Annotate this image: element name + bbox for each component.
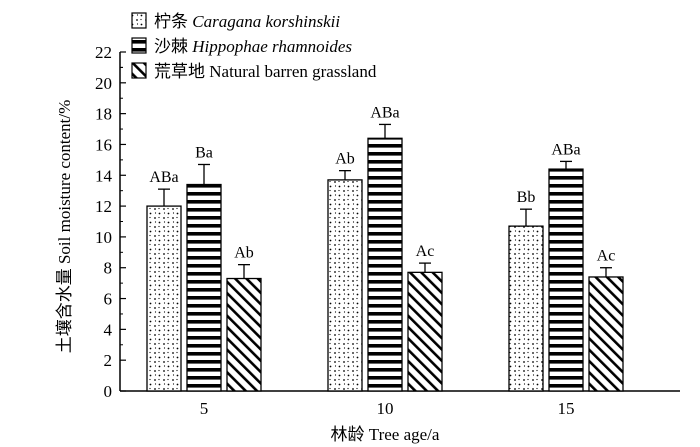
significance-label: ABa: [149, 169, 178, 186]
data-labels: ABa Ab Bb Ba ABa ABa Ab Ac Ac: [149, 104, 615, 264]
bar: [146, 205, 182, 392]
bar: [407, 271, 443, 392]
significance-label: Ac: [416, 243, 435, 260]
y-tick-label: 2: [104, 351, 113, 370]
significance-label: Ba: [195, 144, 213, 161]
significance-label: Ab: [335, 151, 355, 168]
y-tick-label: 18: [95, 105, 112, 124]
significance-label: Bb: [517, 189, 536, 206]
bar: [226, 277, 262, 392]
y-tick-label: 0: [104, 382, 113, 401]
y-tick-label: 16: [95, 135, 112, 154]
y-tick-label: 14: [95, 166, 113, 185]
x-tick-label: 5: [200, 399, 209, 418]
legend: 柠条 Caragana korshinskii 沙棘 Hippophae rham…: [131, 12, 377, 81]
significance-label: ABa: [370, 104, 399, 121]
y-tick-label: 22: [95, 43, 112, 62]
bar: [508, 225, 544, 392]
bar: [548, 168, 584, 392]
y-tick-label: 4: [104, 320, 113, 339]
y-tick-label: 10: [95, 228, 112, 247]
y-tick-label: 8: [104, 259, 113, 278]
significance-label: ABa: [551, 141, 580, 158]
x-tick-label: 10: [377, 399, 394, 418]
legend-label: 柠条 Caragana korshinskii: [154, 12, 340, 31]
y-tick-label: 12: [95, 197, 112, 216]
legend-swatch: [131, 62, 147, 79]
y-tick-label: 20: [95, 74, 112, 93]
bar: [327, 179, 363, 392]
x-tick-label: 15: [558, 399, 575, 418]
legend-label: 沙棘 Hippophae rhamnoides: [154, 37, 352, 56]
legend-swatch: [131, 37, 147, 54]
bar: [588, 276, 624, 392]
axes: 0 2 4 6 8 10 12 14 16 18 20 22 5 10 15 林龄 Tree age/a 土壤含…: [54, 43, 680, 444]
bar: [367, 137, 403, 392]
y-tick-label: 6: [104, 290, 113, 309]
y-axis-title: 土壤含水量 Soil moisture content/%: [54, 100, 74, 354]
significance-label: Ac: [597, 248, 616, 265]
significance-label: Ab: [234, 245, 254, 262]
bar: [186, 183, 222, 392]
legend-label: 荒草地 Natural barren grassland: [154, 62, 377, 81]
bars: [146, 123, 624, 392]
x-axis-title: 林龄 Tree age/a: [331, 425, 440, 444]
legend-swatch: [131, 12, 147, 29]
